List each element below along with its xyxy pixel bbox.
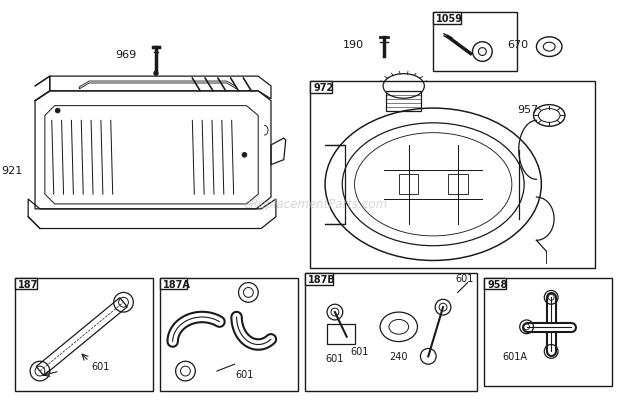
Text: 1059: 1059 bbox=[436, 14, 463, 24]
Text: 601: 601 bbox=[326, 353, 344, 363]
Bar bbox=[484, 278, 507, 290]
Bar bbox=[306, 273, 477, 391]
Circle shape bbox=[55, 109, 60, 114]
Text: 187B: 187B bbox=[308, 274, 336, 284]
Text: 601: 601 bbox=[456, 273, 474, 283]
Text: 969: 969 bbox=[115, 49, 136, 59]
Text: 240: 240 bbox=[389, 351, 408, 361]
Bar bbox=[160, 278, 298, 391]
Bar bbox=[448, 175, 467, 194]
Text: 958: 958 bbox=[487, 279, 508, 289]
Text: 670: 670 bbox=[507, 40, 529, 50]
Text: 601: 601 bbox=[92, 361, 110, 371]
Text: 190: 190 bbox=[343, 40, 365, 50]
Text: 187: 187 bbox=[19, 279, 38, 289]
Text: 601: 601 bbox=[350, 346, 369, 356]
Bar bbox=[16, 278, 37, 290]
Bar bbox=[160, 278, 187, 290]
Text: 187A: 187A bbox=[163, 279, 191, 289]
Circle shape bbox=[242, 153, 247, 158]
Circle shape bbox=[154, 72, 158, 76]
Text: 972: 972 bbox=[313, 83, 334, 93]
Text: 601A: 601A bbox=[502, 351, 527, 361]
Bar bbox=[433, 13, 461, 25]
Bar bbox=[433, 13, 517, 72]
Bar bbox=[399, 175, 419, 194]
Bar bbox=[16, 278, 153, 391]
Bar bbox=[306, 273, 333, 285]
Text: 601: 601 bbox=[235, 369, 254, 379]
Bar bbox=[311, 82, 332, 93]
Text: 921: 921 bbox=[1, 165, 22, 175]
Bar bbox=[484, 278, 612, 386]
Bar bbox=[311, 82, 595, 268]
Text: eReplacementParts.com: eReplacementParts.com bbox=[243, 198, 388, 211]
Text: 957: 957 bbox=[517, 104, 538, 114]
